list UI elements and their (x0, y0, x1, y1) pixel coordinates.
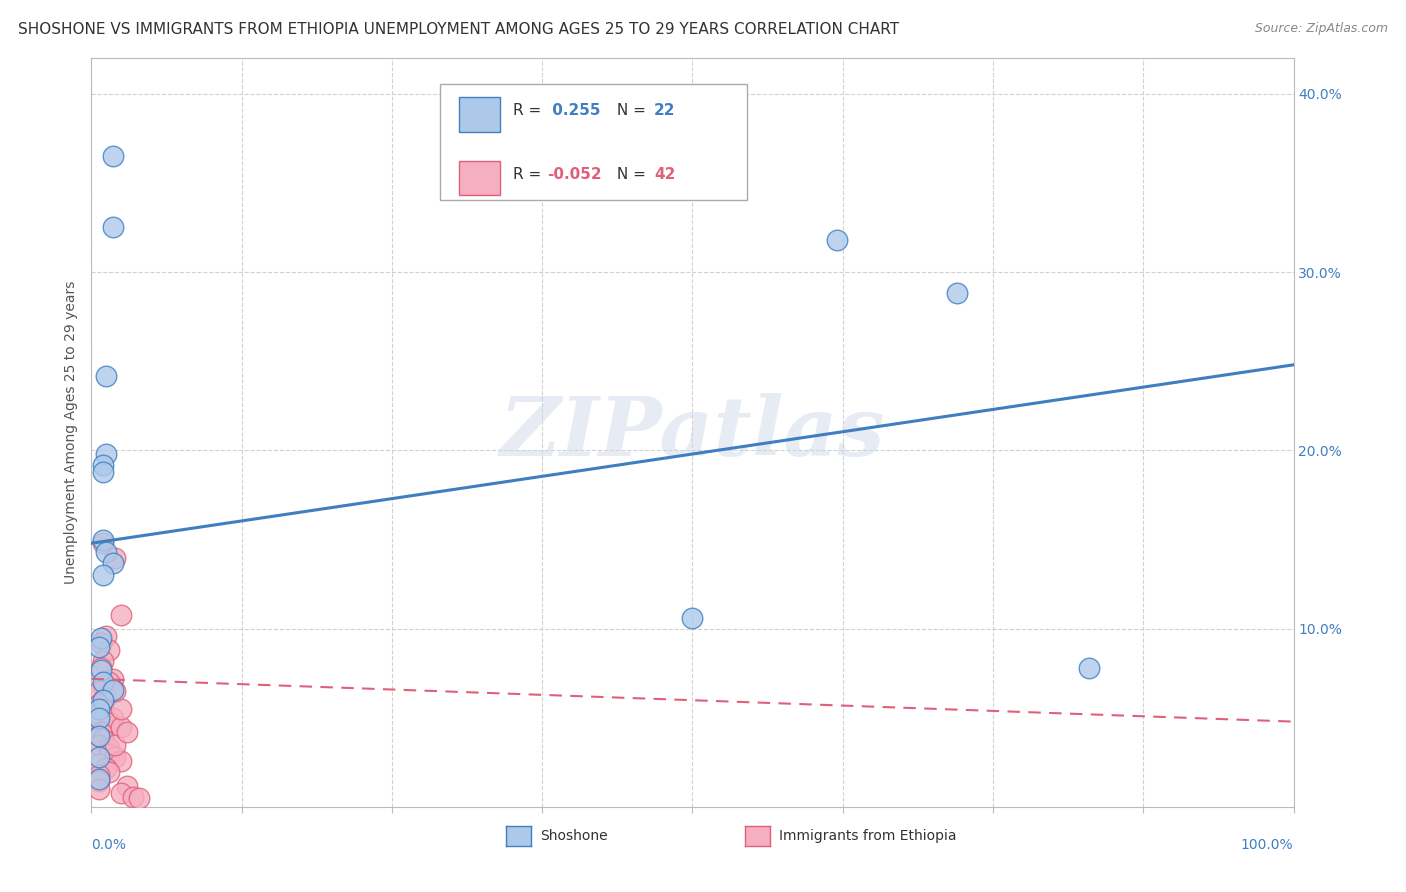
Point (87, 738, 110, 752)
Point (87, 782, 110, 797)
Point (93, 654, 115, 668)
Point (90, 636, 112, 650)
Point (94, 545, 117, 559)
Point (87, 772, 110, 786)
Text: 42: 42 (654, 167, 675, 182)
Text: R =: R = (513, 167, 547, 182)
Text: N =: N = (612, 167, 651, 182)
Text: -0.052: -0.052 (547, 167, 602, 182)
Point (94, 761, 117, 775)
Point (104, 684, 127, 698)
Point (681, 611, 703, 625)
Point (93, 693, 115, 707)
Point (946, 286, 969, 301)
Point (87, 750, 110, 764)
Point (87, 757, 110, 772)
Text: 0.255: 0.255 (547, 103, 606, 118)
Point (87, 729, 110, 743)
Point (101, 682, 124, 697)
Point (98, 747, 121, 761)
Point (128, 791, 150, 805)
Point (93, 533, 115, 547)
Text: Shoshone: Shoshone (540, 829, 607, 843)
Point (93, 675, 115, 690)
Point (825, 233, 848, 247)
Text: Immigrants from Ethiopia: Immigrants from Ethiopia (779, 829, 956, 843)
Point (98, 643, 121, 657)
Y-axis label: Unemployment Among Ages 25 to 29 years: Unemployment Among Ages 25 to 29 years (63, 281, 77, 584)
Point (93, 536, 115, 550)
Text: SHOSHONE VS IMMIGRANTS FROM ETHIOPIA UNEMPLOYMENT AMONG AGES 25 TO 29 YEARS CORR: SHOSHONE VS IMMIGRANTS FROM ETHIOPIA UNE… (18, 22, 900, 37)
Point (87, 640, 110, 654)
Point (94, 368, 117, 383)
Point (90, 661, 112, 675)
Point (122, 789, 145, 804)
Point (94, 690, 117, 704)
Point (93, 568, 115, 582)
Point (93, 693, 115, 707)
Point (93, 458, 115, 472)
Point (101, 711, 124, 725)
Point (94, 447, 117, 461)
FancyBboxPatch shape (460, 97, 501, 132)
Point (117, 725, 139, 739)
Point (117, 779, 139, 793)
Point (87, 707, 110, 722)
Point (104, 750, 127, 764)
Point (104, 550, 127, 565)
Text: 0.0%: 0.0% (91, 838, 127, 853)
Point (87, 702, 110, 716)
Point (110, 786, 132, 800)
Point (87, 697, 110, 711)
Point (90, 725, 112, 739)
FancyBboxPatch shape (440, 84, 747, 201)
FancyBboxPatch shape (460, 161, 501, 195)
Point (101, 149, 124, 163)
Text: ZIPatlas: ZIPatlas (499, 392, 886, 473)
Text: 22: 22 (654, 103, 675, 118)
Point (98, 764, 121, 779)
Point (87, 711, 110, 725)
Point (93, 679, 115, 693)
Point (110, 607, 132, 622)
Point (94, 629, 117, 643)
Point (101, 556, 124, 570)
Point (93, 702, 115, 716)
Point (101, 672, 124, 686)
Point (1078, 661, 1101, 675)
Point (87, 684, 110, 698)
Text: 100.0%: 100.0% (1241, 838, 1294, 853)
Point (90, 631, 112, 645)
Point (110, 720, 132, 734)
Point (90, 663, 112, 677)
Point (87, 773, 110, 788)
Point (98, 741, 121, 756)
Point (93, 465, 115, 479)
Point (98, 716, 121, 731)
Point (110, 702, 132, 716)
Point (87, 729, 110, 743)
Point (101, 220, 124, 235)
Point (98, 675, 121, 690)
Point (104, 738, 127, 752)
Text: Source: ZipAtlas.com: Source: ZipAtlas.com (1254, 22, 1388, 36)
Point (110, 754, 132, 768)
Point (87, 768, 110, 782)
Point (93, 732, 115, 747)
Text: R =: R = (513, 103, 547, 118)
Text: N =: N = (612, 103, 651, 118)
